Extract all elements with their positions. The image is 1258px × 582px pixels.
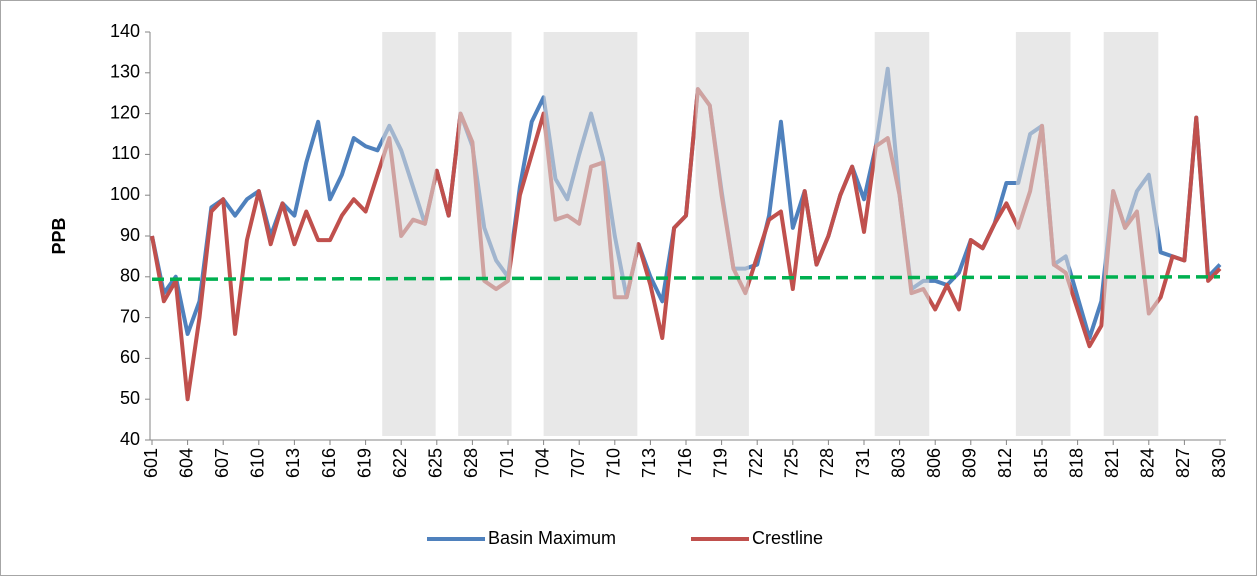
y-tick-label: 110 — [111, 143, 140, 163]
x-tick-label: 607 — [212, 448, 232, 478]
shaded-span — [1103, 32, 1159, 436]
x-tick-label: 622 — [390, 448, 410, 478]
x-tick-label: 604 — [176, 448, 196, 478]
x-tick-label: 601 — [141, 448, 161, 478]
x-tick-label: 719 — [710, 448, 730, 478]
x-tick-label: 728 — [817, 448, 837, 478]
y-tick-label: 80 — [120, 266, 140, 286]
y-axis-label: PPB — [49, 217, 69, 254]
x-tick-label: 716 — [675, 448, 695, 478]
x-tick-label: 812 — [995, 448, 1015, 478]
y-tick-label: 100 — [110, 184, 140, 204]
x-tick-label: 701 — [497, 448, 517, 478]
x-tick-label: 803 — [888, 448, 908, 478]
legend-label: Basin Maximum — [488, 528, 616, 548]
x-tick-label: 713 — [639, 448, 659, 478]
x-tick-label: 818 — [1066, 448, 1086, 478]
y-tick-label: 90 — [120, 225, 140, 245]
y-tick-label: 140 — [110, 21, 140, 41]
shaded-span — [695, 32, 749, 436]
x-tick-label: 725 — [782, 448, 802, 478]
y-tick-label: 120 — [110, 102, 140, 122]
y-tick-label: 130 — [110, 62, 140, 82]
x-tick-label: 610 — [248, 448, 268, 478]
y-tick-label: 50 — [120, 388, 140, 408]
shaded-span — [874, 32, 930, 436]
x-tick-label: 710 — [604, 448, 624, 478]
x-tick-label: 815 — [1031, 448, 1051, 478]
x-tick-label: 821 — [1102, 448, 1122, 478]
shaded-span — [382, 32, 436, 436]
y-tick-label: 40 — [120, 429, 140, 449]
x-tick-label: 625 — [426, 448, 446, 478]
x-tick-label: 827 — [1173, 448, 1193, 478]
x-tick-label: 830 — [1209, 448, 1229, 478]
legend-label: Crestline — [752, 528, 823, 548]
x-tick-label: 824 — [1138, 448, 1158, 478]
shaded-span — [458, 32, 512, 436]
x-tick-label: 704 — [532, 448, 552, 478]
x-tick-label: 628 — [461, 448, 481, 478]
x-tick-label: 731 — [853, 448, 873, 478]
x-tick-label: 707 — [568, 448, 588, 478]
shaded-span — [543, 32, 638, 436]
x-tick-label: 722 — [746, 448, 766, 478]
x-tick-label: 809 — [960, 448, 980, 478]
x-tick-label: 613 — [283, 448, 303, 478]
y-tick-label: 60 — [120, 347, 140, 367]
x-tick-label: 616 — [319, 448, 339, 478]
x-tick-label: 619 — [354, 448, 374, 478]
x-tick-label: 806 — [924, 448, 944, 478]
reference-line — [151, 275, 1221, 281]
y-tick-label: 70 — [120, 306, 140, 326]
shaded-span — [1015, 32, 1071, 436]
